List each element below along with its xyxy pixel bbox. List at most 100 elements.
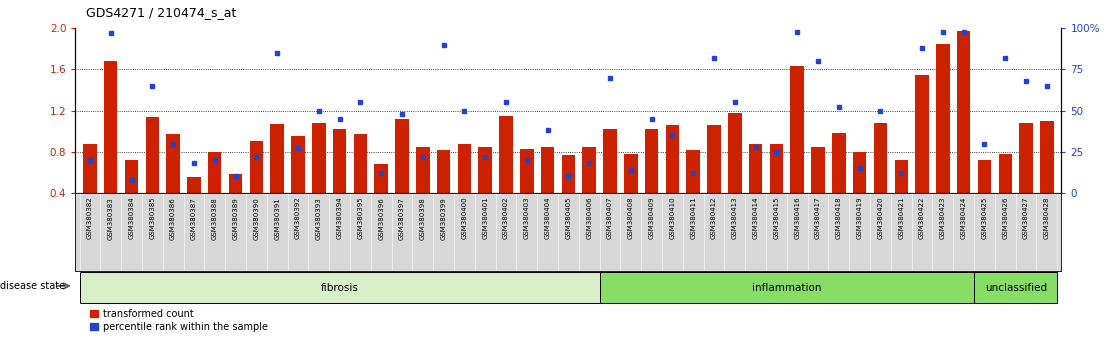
Text: GSM380399: GSM380399 [441,197,447,240]
Text: GSM380414: GSM380414 [752,197,759,239]
Text: GSM380400: GSM380400 [461,197,468,239]
Text: GSM380398: GSM380398 [420,197,425,240]
Text: GSM380389: GSM380389 [233,197,238,240]
Text: GSM380412: GSM380412 [711,197,717,239]
Text: GSM380391: GSM380391 [274,197,280,240]
Bar [562,155,575,193]
Bar [437,150,450,193]
Bar [790,67,804,193]
Text: GSM380397: GSM380397 [399,197,404,240]
Bar [974,273,1057,303]
Text: GSM380416: GSM380416 [794,197,800,239]
Text: GSM380426: GSM380426 [1003,197,1008,239]
Bar [1019,123,1033,193]
Text: GSM380423: GSM380423 [940,197,946,239]
Bar [312,123,326,193]
Text: GSM380411: GSM380411 [690,197,696,239]
Bar [832,133,845,193]
Bar [104,61,117,193]
Text: unclassified: unclassified [985,282,1047,293]
Bar [187,177,201,193]
Bar [874,123,888,193]
Bar [416,147,430,193]
Bar [915,75,929,193]
Bar [332,129,347,193]
Bar [624,154,637,193]
Bar [707,125,721,193]
Bar [396,119,409,193]
Bar [603,129,617,193]
Text: GSM380410: GSM380410 [669,197,676,239]
Bar [998,154,1012,193]
Bar [936,44,950,193]
Text: GSM380428: GSM380428 [1044,197,1050,239]
Bar [228,175,243,193]
Text: GSM380403: GSM380403 [524,197,530,239]
Bar [853,152,866,193]
Bar [479,147,492,193]
Text: GSM380419: GSM380419 [856,197,863,239]
Bar [583,147,596,193]
Bar [599,273,974,303]
Bar [977,160,992,193]
Text: GSM380405: GSM380405 [565,197,572,239]
Bar [687,150,700,193]
Text: GSM380382: GSM380382 [86,197,93,239]
Text: disease state: disease state [0,281,65,291]
Text: GSM380417: GSM380417 [815,197,821,239]
Bar [666,125,679,193]
Text: GSM380383: GSM380383 [107,197,114,240]
Bar [1040,121,1054,193]
Text: GSM380407: GSM380407 [607,197,613,239]
Bar [749,144,762,193]
Text: GSM380422: GSM380422 [919,197,925,239]
Bar [125,160,138,193]
Bar [520,149,534,193]
Text: GSM380390: GSM380390 [254,197,259,240]
Text: GSM380393: GSM380393 [316,197,321,240]
Bar [811,147,824,193]
Text: GSM380408: GSM380408 [628,197,634,239]
Text: GSM380392: GSM380392 [295,197,301,239]
Bar [166,134,179,193]
Bar [957,32,971,193]
Text: inflammation: inflammation [752,282,822,293]
Bar [291,136,305,193]
Text: GSM380385: GSM380385 [150,197,155,239]
Bar [541,147,554,193]
Bar [894,160,909,193]
Text: GSM380406: GSM380406 [586,197,592,239]
Text: GSM380388: GSM380388 [212,197,218,240]
Bar [208,152,222,193]
Bar [80,273,599,303]
Text: GSM380425: GSM380425 [982,197,987,239]
Text: GSM380404: GSM380404 [545,197,551,239]
Text: GSM380386: GSM380386 [171,197,176,240]
Bar [83,144,96,193]
Text: GSM380427: GSM380427 [1023,197,1029,239]
Text: GSM380420: GSM380420 [878,197,883,239]
Text: fibrosis: fibrosis [320,282,359,293]
Bar [145,117,160,193]
Bar [270,124,284,193]
Bar [728,113,741,193]
Text: GSM380402: GSM380402 [503,197,509,239]
Bar [458,144,471,193]
Text: GSM380395: GSM380395 [358,197,363,239]
Text: GSM380401: GSM380401 [482,197,489,239]
Bar [375,164,388,193]
Text: GSM380413: GSM380413 [732,197,738,239]
Bar [645,129,658,193]
Text: GSM380384: GSM380384 [129,197,134,239]
Text: GSM380387: GSM380387 [191,197,197,240]
Bar [500,116,513,193]
Text: GSM380415: GSM380415 [773,197,779,239]
Bar [770,144,783,193]
Bar [353,134,367,193]
Text: GSM380396: GSM380396 [378,197,384,240]
Text: GSM380424: GSM380424 [961,197,966,239]
Text: GSM380409: GSM380409 [648,197,655,239]
Legend: transformed count, percentile rank within the sample: transformed count, percentile rank withi… [90,309,268,332]
Text: GSM380418: GSM380418 [835,197,842,239]
Text: GSM380394: GSM380394 [337,197,342,239]
